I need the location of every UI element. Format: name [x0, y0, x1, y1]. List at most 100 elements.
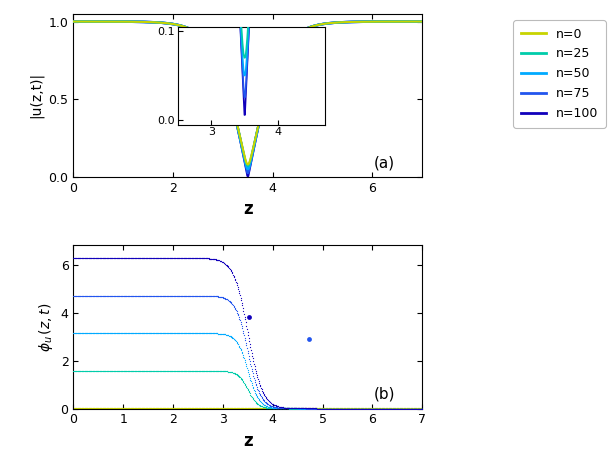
Point: [92, 330, 102, 337]
Point: [331, 405, 341, 412]
Point: [189, 254, 199, 262]
Point: [261, 402, 271, 409]
Point: [143, 404, 153, 412]
Point: [86, 404, 95, 412]
Point: [353, 405, 362, 412]
Point: [301, 404, 311, 412]
Point: [264, 404, 274, 412]
Point: [113, 292, 123, 299]
Point: [107, 330, 117, 337]
Point: [364, 404, 373, 412]
Point: [172, 254, 182, 262]
Point: [394, 405, 404, 412]
Point: [214, 330, 223, 337]
Point: [182, 254, 192, 262]
Point: [289, 404, 299, 412]
Point: [73, 330, 83, 337]
Point: [211, 367, 220, 375]
Point: [255, 404, 264, 412]
Point: [148, 404, 158, 412]
Point: [405, 405, 415, 412]
Point: [176, 330, 186, 337]
Point: [409, 405, 419, 412]
Point: [151, 292, 160, 299]
Point: [308, 405, 318, 412]
Point: [185, 404, 195, 412]
Point: [118, 330, 128, 337]
Point: [102, 367, 112, 375]
Point: [349, 404, 359, 412]
Point: [219, 404, 229, 412]
Point: [295, 405, 305, 412]
Point: [107, 292, 117, 299]
Point: [263, 403, 272, 410]
Point: [166, 330, 176, 337]
Point: [336, 405, 346, 412]
Point: [373, 405, 382, 412]
Point: [327, 405, 337, 412]
Point: [312, 405, 321, 412]
Point: [109, 330, 119, 337]
Point: [333, 405, 343, 412]
Point: [243, 366, 253, 374]
Point: [412, 405, 422, 412]
Point: [141, 367, 151, 375]
Point: [301, 405, 311, 412]
Point: [359, 405, 369, 412]
Point: [361, 405, 371, 412]
Point: [337, 405, 347, 412]
Point: [342, 405, 352, 412]
Point: [228, 270, 237, 277]
Point: [417, 405, 427, 412]
Point: [417, 405, 427, 412]
Point: [242, 383, 252, 391]
Point: [326, 405, 336, 412]
Point: [414, 405, 424, 412]
Point: [230, 404, 240, 412]
Point: [300, 405, 310, 412]
Point: [86, 292, 96, 299]
Point: [173, 367, 183, 375]
Point: [289, 405, 299, 412]
Point: [141, 292, 151, 299]
Point: [329, 405, 338, 412]
Point: [244, 334, 253, 341]
Point: [192, 404, 202, 412]
Point: [140, 254, 149, 262]
Point: [69, 367, 78, 375]
Point: [387, 405, 397, 412]
Point: [143, 330, 153, 337]
Point: [233, 312, 243, 319]
Point: [184, 292, 194, 299]
Point: [402, 405, 412, 412]
Point: [326, 405, 336, 412]
Point: [206, 330, 215, 337]
Point: [273, 403, 283, 410]
Point: [160, 330, 170, 337]
Point: [247, 394, 257, 401]
Point: [126, 367, 136, 375]
Point: [417, 405, 427, 412]
Point: [153, 254, 163, 262]
Point: [282, 404, 291, 412]
Point: [416, 405, 425, 412]
Point: [113, 404, 123, 412]
Point: [335, 404, 345, 412]
Point: [121, 404, 131, 412]
Point: [276, 404, 286, 412]
Point: [237, 299, 247, 306]
Point: [160, 404, 170, 412]
Point: [389, 405, 398, 412]
Point: [354, 405, 364, 412]
Point: [365, 405, 375, 412]
Point: [120, 254, 130, 262]
Point: [357, 405, 367, 412]
Point: [343, 405, 353, 412]
Point: [116, 292, 126, 299]
Point: [403, 405, 412, 412]
Point: [277, 404, 286, 412]
Point: [297, 405, 307, 412]
Point: [209, 256, 219, 263]
Point: [133, 254, 143, 262]
Point: [231, 371, 241, 378]
